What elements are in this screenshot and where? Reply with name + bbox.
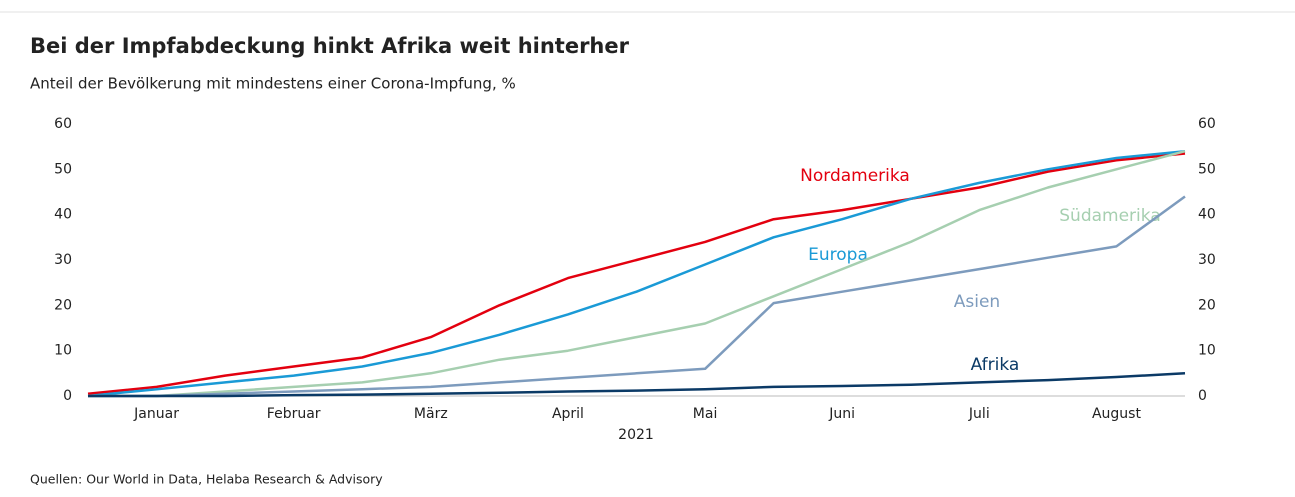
x-tick-label: Mai: [693, 406, 718, 422]
series-line: [88, 195, 1186, 398]
chart-subtitle: Anteil der Bevölkerung mit mindestens ei…: [30, 75, 516, 93]
y2-tick-label: 10: [1198, 343, 1216, 359]
chart-title: Bei der Impfabdeckung hinkt Afrika weit …: [30, 34, 630, 58]
y-tick-label: 10: [54, 343, 72, 359]
series-label: Asien: [954, 292, 1000, 312]
y-tick-label: 60: [54, 116, 72, 132]
y-tick-label: 20: [54, 297, 72, 313]
x-tick-label: Februar: [267, 406, 321, 422]
series-label: Afrika: [971, 355, 1020, 375]
y-tick-label: 30: [54, 252, 72, 268]
y-tick-label: 40: [54, 207, 72, 223]
series-label: Europa: [808, 245, 868, 265]
y2-tick-label: 50: [1198, 161, 1216, 177]
series-label: Nordamerika: [800, 166, 910, 186]
y2-tick-label: 30: [1198, 252, 1216, 268]
series-line: [87, 149, 1186, 398]
series-line: [88, 372, 1186, 398]
series-line: [87, 152, 1186, 395]
x-tick-label: März: [414, 406, 448, 422]
y2-tick-label: 0: [1198, 388, 1207, 404]
x-tick-label: Januar: [133, 406, 179, 422]
y-tick-label: 0: [63, 388, 72, 404]
x-tick-label: August: [1092, 406, 1142, 422]
x-tick-label: Juni: [828, 406, 855, 422]
x-tick-label: Juli: [968, 406, 990, 422]
source: Quellen: Our World in Data, Helaba Resea…: [30, 472, 383, 487]
series-label: Südamerika: [1059, 206, 1160, 226]
y2-tick-label: 20: [1198, 297, 1216, 313]
series-line: [88, 149, 1186, 398]
y2-tick-label: 40: [1198, 207, 1216, 223]
y2-tick-label: 60: [1198, 116, 1216, 132]
x-axis-label: 2021: [618, 427, 654, 443]
x-tick-label: April: [552, 406, 584, 422]
y-tick-label: 50: [54, 161, 72, 177]
